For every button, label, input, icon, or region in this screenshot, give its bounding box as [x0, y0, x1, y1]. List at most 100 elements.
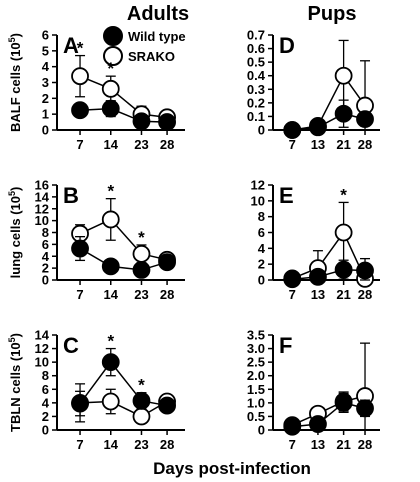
panel-c-point-srako — [132, 407, 151, 426]
panel-e-ytick-label: 2 — [258, 257, 265, 272]
panel-c-significance-star: * — [107, 332, 114, 351]
panel-f-xtick-label: 7 — [289, 437, 296, 452]
panel-c-point-wild-type — [71, 394, 89, 413]
panel-b-ytick-label: 10 — [35, 213, 49, 228]
panel-e-ytick-label: 12 — [251, 178, 265, 193]
panel-b-significance-star: * — [138, 228, 145, 247]
panel-c-point-wild-type — [101, 353, 120, 372]
panel-b-series-wild-type — [71, 236, 176, 279]
panel-c-line-srako — [80, 400, 168, 418]
panel-c-xtick-label: 14 — [104, 437, 119, 452]
panel-b-point-wild-type — [132, 261, 151, 279]
panel-d-point-wild-type — [283, 121, 302, 139]
panel-d-xtick-label: 13 — [311, 137, 325, 152]
panel-b-ytick-label: 14 — [35, 189, 50, 204]
panel-d-point-srako — [334, 66, 353, 85]
legend-label-srako: SRAKO — [128, 49, 175, 64]
panel-d-ytick-label: 0.7 — [247, 28, 265, 43]
panel-d-point-wild-type — [356, 110, 374, 129]
panel-e-point-wild-type — [283, 270, 302, 289]
panel-e-point-wild-type — [334, 260, 353, 279]
panel-e-xtick-label: 21 — [336, 287, 350, 302]
panel-d-ytick-label: 0.2 — [247, 95, 265, 110]
panel-d-ytick-label: 0.1 — [247, 109, 265, 124]
panel-a-y-axis-label: BALF cells (105) — [7, 33, 23, 132]
panel-b-ytick-label: 8 — [42, 225, 49, 240]
panel-f-ytick-label: 2.5 — [247, 355, 265, 370]
panel-a-line-srako — [79, 75, 168, 119]
panel-e-xtick-label: 7 — [289, 287, 296, 302]
panel-e-xtick-label: 13 — [311, 287, 325, 302]
panel-a-point-wild-type — [71, 101, 89, 120]
panel-e-letter: E — [279, 183, 294, 208]
panel-c-ytick-label: 2 — [42, 409, 49, 424]
panel-c-y-axis-label: TBLN cells (105) — [7, 333, 23, 432]
panel-b-ytick-label: 12 — [35, 201, 49, 216]
panel-c-ytick-label: 4 — [42, 395, 50, 410]
panel-d-point-wild-type — [334, 104, 353, 123]
panel-b-point-wild-type — [101, 257, 120, 276]
panel-d-ytick-label: 0.5 — [247, 55, 265, 70]
panel-f-point-wild-type — [334, 393, 353, 412]
panel-f-xtick-label: 28 — [358, 437, 372, 452]
panel-c-series-wild-type — [71, 347, 176, 417]
panel-b-point-srako — [132, 244, 151, 263]
legend: Wild type SRAKO — [103, 26, 186, 66]
panel-c-significance-star: * — [138, 376, 145, 395]
panel-f-xtick-label: 21 — [336, 437, 350, 452]
panel-e-point-wild-type — [356, 261, 374, 280]
panel-c-xtick-label: 7 — [76, 437, 83, 452]
panel-d-series-wild-type — [283, 99, 374, 139]
panel-d-xtick-label: 28 — [358, 137, 372, 152]
panel-c-ytick-label: 0 — [42, 423, 49, 438]
legend-label-wild-type: Wild type — [128, 29, 186, 44]
panel-b-y-axis-label: lung cells (105) — [7, 187, 23, 279]
panel-f-ytick-label: 1.0 — [247, 395, 265, 410]
panel-b-xtick-label: 7 — [76, 287, 83, 302]
panel-d-point-wild-type — [309, 118, 327, 137]
panel-f-ytick-label: 3.0 — [247, 341, 265, 356]
panel-c-point-srako — [101, 392, 120, 411]
panel-f-point-wild-type — [309, 415, 327, 433]
panel-b-line-wild-type — [79, 247, 168, 271]
panel-a-ytick-label: 5 — [42, 43, 49, 58]
panel-f-point-wild-type — [283, 417, 302, 436]
panel-e-xtick-label: 28 — [358, 287, 372, 302]
panel-b-line-srako — [79, 218, 168, 261]
panel-b-significance-star: * — [107, 182, 114, 201]
panel-a-ytick-label: 4 — [42, 59, 50, 74]
panel-a-xtick-label: 7 — [76, 137, 83, 152]
panel-f-xtick-label: 13 — [311, 437, 325, 452]
panel-d-xtick-label: 21 — [336, 137, 350, 152]
panel-b-point-wild-type — [158, 253, 176, 272]
panel-b-ytick-label: 6 — [42, 237, 49, 252]
panel-f-ytick-label: 0.5 — [247, 409, 265, 424]
panel-c-xtick-label: 23 — [134, 437, 148, 452]
panel-a-xtick-label: 14 — [104, 137, 119, 152]
panel-d-ytick-label: 0.3 — [247, 82, 265, 97]
panel-e-ytick-label: 4 — [258, 241, 266, 256]
panel-b-xtick-label: 28 — [160, 287, 174, 302]
panel-b-letter: B — [63, 183, 79, 208]
panel-f: 00.51.01.52.02.53.03.5 7 13 21 28 F — [247, 328, 380, 452]
panel-a-significance-star: * — [107, 59, 114, 78]
panel-c-point-wild-type — [132, 391, 151, 410]
panel-c-ytick-label: 8 — [42, 368, 49, 383]
panel-b-ytick-label: 4 — [42, 249, 50, 264]
panel-c-line-wild-type — [79, 360, 168, 407]
panel-e-line-srako — [291, 231, 366, 280]
panel-e-series-wild-type — [283, 257, 374, 289]
panel-d-ytick-label: 0.6 — [247, 41, 265, 56]
panel-f-ytick-label: 0 — [258, 423, 265, 438]
legend-marker-wild-type — [103, 26, 123, 46]
panel-f-series-wild-type — [283, 392, 374, 436]
panel-f-ytick-label: 1.5 — [247, 382, 265, 397]
panel-a-ytick-label: 6 — [42, 28, 49, 43]
panel-b-point-wild-type — [71, 239, 89, 258]
panel-b-ytick-label: 16 — [35, 178, 49, 193]
panel-a-letter: A — [63, 33, 79, 58]
